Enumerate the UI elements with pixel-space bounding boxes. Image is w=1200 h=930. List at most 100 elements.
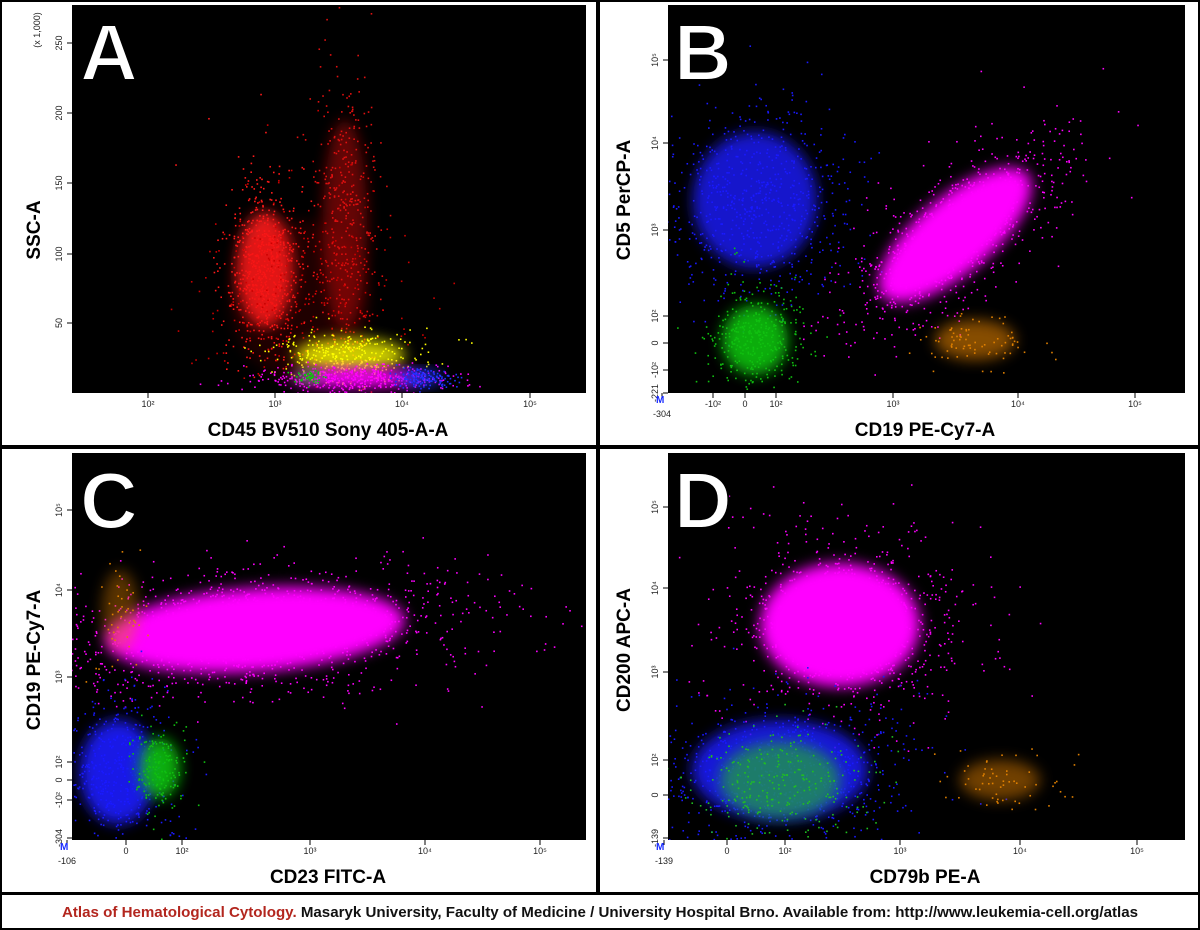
event-dot (748, 329, 751, 332)
event-dot (201, 660, 203, 662)
event-dot (755, 180, 758, 183)
event-dot (348, 374, 350, 377)
event-dot (898, 252, 901, 255)
event-dot (288, 669, 290, 671)
event-dot (245, 281, 247, 284)
event-dot (338, 611, 340, 613)
event-dot (724, 318, 727, 321)
event-dot (327, 298, 329, 301)
event-dot (793, 205, 795, 207)
event-dot (415, 384, 417, 386)
event-dot (937, 221, 939, 224)
event-dot (194, 678, 197, 681)
event-dot (374, 365, 377, 367)
event-dot (966, 355, 969, 357)
event-dot (315, 382, 317, 384)
event-dot (744, 258, 746, 261)
event-dot (346, 372, 349, 375)
event-dot (771, 330, 774, 332)
event-dot (306, 357, 308, 359)
event-dot (260, 641, 263, 644)
event-dot (366, 192, 369, 195)
event-dot (418, 374, 420, 376)
event-dot (332, 334, 335, 337)
event-dot (231, 262, 233, 265)
event-dot (993, 341, 995, 344)
event-dot (389, 338, 392, 340)
event-dot (800, 190, 802, 193)
event-dot (761, 202, 764, 204)
event-dot (762, 290, 765, 293)
population-layer (668, 45, 1139, 391)
event-dot (818, 186, 821, 189)
event-dot (408, 381, 411, 383)
event-dot (1000, 220, 1002, 223)
event-dot (1075, 157, 1078, 160)
event-dot (354, 340, 356, 343)
event-dot (992, 262, 995, 265)
event-dot (398, 363, 401, 366)
event-dot (722, 176, 724, 178)
event-dot (77, 657, 79, 659)
event-dot (254, 197, 257, 200)
event-dot (99, 662, 102, 665)
x-tick-label: 10⁵ (1128, 399, 1142, 409)
event-dot (323, 115, 325, 118)
event-dot (243, 649, 246, 651)
event-dot (940, 288, 943, 291)
event-dot (750, 366, 753, 369)
event-dot (1058, 133, 1061, 135)
event-dot (331, 346, 333, 348)
event-dot (870, 264, 873, 266)
event-dot (285, 318, 287, 321)
event-dot (342, 379, 344, 381)
event-dot (759, 152, 762, 155)
event-dot (756, 347, 759, 350)
event-dot (364, 383, 366, 385)
event-dot (335, 65, 338, 68)
event-dot (985, 195, 988, 197)
event-dot (263, 664, 265, 667)
event-dot (814, 209, 816, 211)
event-dot (869, 265, 872, 267)
event-dot (403, 367, 405, 369)
event-dot (331, 174, 333, 177)
event-dot (1003, 230, 1006, 233)
event-dot (280, 274, 282, 276)
event-dot (246, 325, 248, 328)
event-dot (315, 376, 317, 379)
event-dot (222, 352, 225, 354)
event-dot (746, 133, 749, 136)
event-dot (303, 168, 305, 170)
event-dot (876, 283, 878, 286)
event-dot (773, 283, 776, 286)
event-dot (377, 366, 380, 369)
event-dot (244, 675, 247, 678)
event-dot (424, 343, 427, 346)
event-dot (419, 370, 422, 373)
event-dot (409, 329, 411, 331)
event-dot (518, 605, 521, 608)
event-dot (724, 127, 727, 129)
event-dot (770, 348, 773, 351)
event-dot (346, 151, 348, 153)
event-dot (364, 352, 367, 354)
event-dot (234, 577, 236, 580)
event-dot (747, 352, 750, 355)
event-dot (716, 191, 719, 193)
event-dot (377, 374, 379, 377)
event-dot (322, 95, 324, 97)
event-dot (441, 363, 444, 365)
event-dot (921, 295, 924, 298)
event-dot (303, 687, 305, 690)
event-dot (262, 379, 264, 381)
event-dot (935, 204, 938, 206)
event-dot (473, 601, 476, 604)
event-dot (376, 380, 378, 383)
event-dot (322, 349, 324, 351)
event-dot (772, 225, 775, 228)
event-dot (349, 193, 352, 195)
event-dot (222, 643, 224, 645)
event-dot (296, 136, 299, 139)
event-dot (259, 622, 261, 625)
